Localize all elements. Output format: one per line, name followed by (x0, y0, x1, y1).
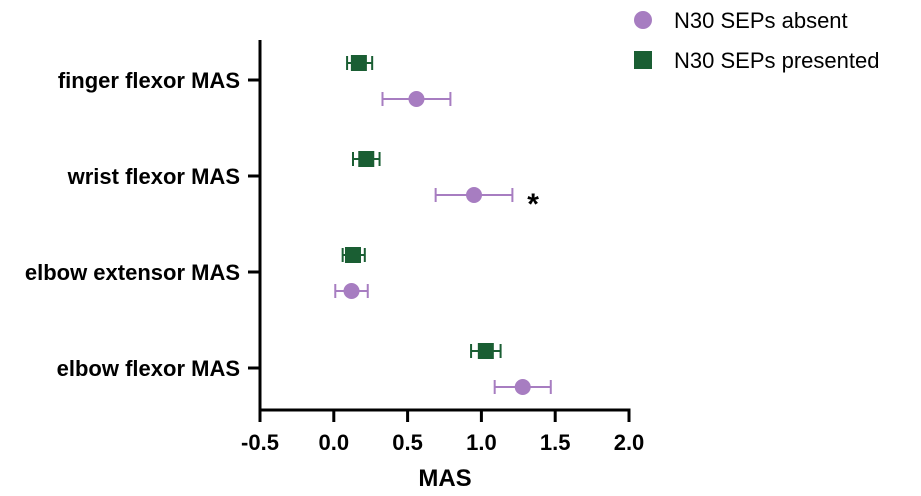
data-point-presented (350, 55, 367, 71)
data-point-absent (343, 283, 360, 299)
x-tick-label: 1.5 (540, 430, 571, 455)
legend-label: N30 SEPs absent (674, 8, 848, 33)
legend-marker-absent (634, 11, 652, 29)
axes (248, 40, 631, 422)
x-tick-label: 1.0 (466, 430, 497, 455)
category-label: elbow extensor MAS (25, 260, 240, 285)
category-label: finger flexor MAS (58, 68, 240, 93)
legend-marker-presented (634, 51, 652, 69)
x-tick-label: 0.0 (319, 430, 350, 455)
data-point-absent (408, 91, 425, 107)
data-point-absent (466, 187, 483, 203)
category-label: elbow flexor MAS (57, 356, 240, 381)
data-marks (334, 55, 552, 395)
data-point-presented (358, 151, 375, 167)
axis-labels: -0.5 0.0 0.5 1.0 1.5 2.0 finger flexor MAS wris… (25, 68, 644, 455)
significance-asterisk: * (527, 188, 539, 221)
x-tick-label: -0.5 (241, 430, 279, 455)
x-tick-label: 2.0 (614, 430, 645, 455)
legend-label: N30 SEPs presented (674, 48, 879, 73)
data-point-absent (514, 379, 531, 395)
x-axis-title: MAS (418, 465, 471, 492)
data-point-presented (344, 247, 361, 263)
category-label: wrist flexor MAS (67, 164, 240, 189)
legend: N30 SEPs absent N30 SEPs presented (634, 8, 879, 73)
x-tick-label: 0.5 (392, 430, 423, 455)
data-point-presented (477, 343, 494, 359)
